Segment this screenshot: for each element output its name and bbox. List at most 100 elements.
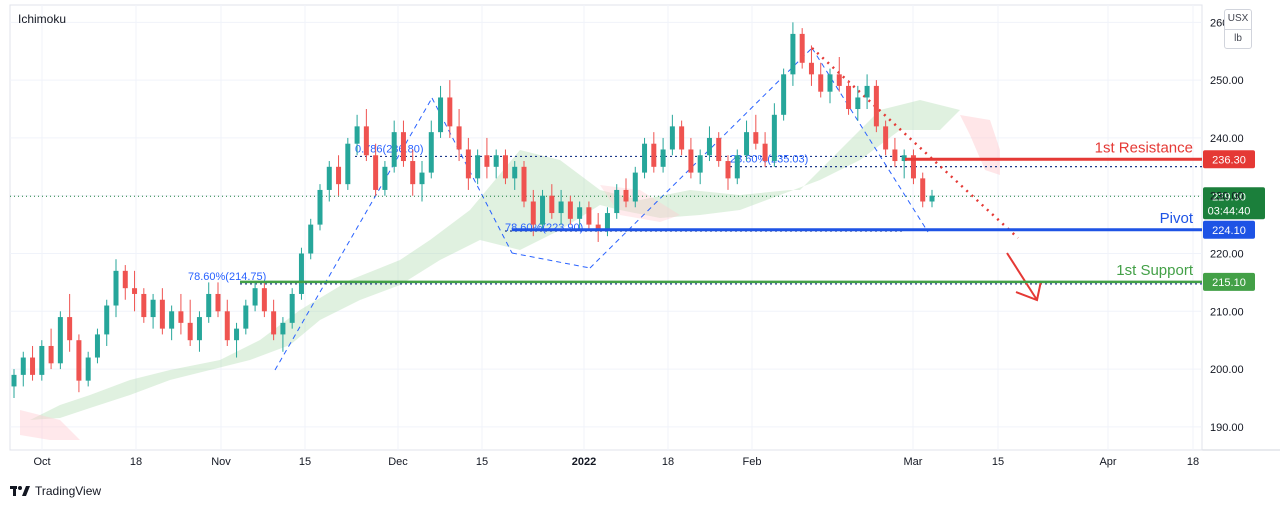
x-tick-label: Nov <box>211 456 231 468</box>
fib-trend-line <box>511 252 591 269</box>
candle-body <box>298 253 304 294</box>
brand-footer[interactable]: TradingView <box>10 484 101 498</box>
candle-body <box>419 172 425 185</box>
candle-body <box>224 311 230 341</box>
y-tick-label: 250.00 <box>1210 75 1244 87</box>
candle-body <box>373 155 379 190</box>
candle-body <box>400 132 406 162</box>
candle-body <box>762 143 768 162</box>
candles <box>11 22 935 398</box>
plot-frame <box>9 4 1203 451</box>
candle-body <box>873 85 879 127</box>
fib-trend-line <box>431 97 513 254</box>
y-tick-label: 220.00 <box>1210 249 1244 261</box>
candle-body <box>169 311 175 329</box>
candle-body <box>502 155 508 179</box>
candle-body <box>438 97 444 133</box>
candle-body <box>39 345 45 375</box>
candle-body <box>382 166 388 190</box>
current-price-tag <box>1203 187 1265 220</box>
x-tick-label: 18 <box>1187 456 1199 468</box>
candle-body <box>428 132 434 173</box>
level-price-support: 215.10 <box>1212 277 1246 289</box>
x-tick-label: Mar <box>904 456 923 468</box>
projection-arrow-shaft <box>1006 252 1038 301</box>
fib-label: 23.60%(235.03) <box>730 154 808 166</box>
candle-body <box>753 132 759 144</box>
candle-body <box>196 317 202 341</box>
y-tick-label: 240.00 <box>1210 133 1244 145</box>
candle-body <box>354 126 360 144</box>
unit-selector[interactable]: USX lb <box>1224 9 1252 49</box>
candle-body <box>57 317 63 364</box>
candle-body <box>864 85 870 98</box>
cloud-bearish-mid <box>600 185 680 222</box>
candle-body <box>289 293 295 323</box>
candle-body <box>892 149 898 162</box>
candle-body <box>159 299 165 329</box>
cloud-bearish <box>960 115 1000 175</box>
candle-body <box>540 195 546 225</box>
level-name-pivot: Pivot <box>1160 210 1194 227</box>
candle-body <box>781 74 787 115</box>
candle-body <box>104 305 110 335</box>
candle-body <box>20 357 26 375</box>
candle-body <box>271 311 277 335</box>
resistance-trendline <box>811 47 1019 239</box>
candle-body <box>716 137 722 162</box>
price-chart[interactable]: 78.60%(214.75)0.786(236.80)78.60%(223.90… <box>0 0 1280 480</box>
candle-body <box>280 322 286 335</box>
ichimoku-cloud <box>20 100 1000 440</box>
candle-body <box>317 189 323 225</box>
candle-body <box>122 270 128 289</box>
candle-body <box>901 155 907 162</box>
candle-body <box>456 126 462 150</box>
time-axis: Oct 18 Nov 15 Dec 15 2022 18 Feb Mar 15 Apr 18 <box>33 456 1199 468</box>
levels: 1st Resistance 236.30 Pivot 224.10 1st Suppo… <box>240 139 1265 291</box>
cloud-bearish-early <box>20 410 80 440</box>
unit-currency[interactable]: USX <box>1225 10 1251 30</box>
current-price-value: 229.90 <box>1212 191 1246 203</box>
candle-body <box>521 166 527 202</box>
candle-body <box>910 155 916 179</box>
level-name-resistance: 1st Resistance <box>1095 139 1193 156</box>
x-tick-label: 18 <box>130 456 142 468</box>
candle-body <box>632 172 638 202</box>
candle-body <box>929 195 935 202</box>
candle-body <box>549 195 555 214</box>
candle-body <box>706 137 712 156</box>
candle-body <box>642 143 648 173</box>
brand-name: TradingView <box>35 484 102 498</box>
candle-body <box>669 126 675 150</box>
candle-body <box>799 33 805 63</box>
candle-body <box>818 74 824 92</box>
candle-body <box>187 322 193 341</box>
candle-body <box>595 224 601 231</box>
x-tick-label: Oct <box>33 456 50 468</box>
x-tick-label: Dec <box>388 456 408 468</box>
candle-body <box>178 311 184 323</box>
candle-body <box>883 126 889 150</box>
y-tick-label: 200.00 <box>1210 364 1244 376</box>
x-tick-label: 15 <box>476 456 488 468</box>
candle-body <box>827 74 833 92</box>
candle-body <box>447 97 453 127</box>
candle-body <box>493 155 499 167</box>
candle-body <box>855 97 861 110</box>
candle-body <box>132 288 138 294</box>
candle-body <box>697 155 703 173</box>
bar-countdown: 03:44:40 <box>1208 205 1251 217</box>
candle-body <box>234 328 240 341</box>
unit-weight[interactable]: lb <box>1234 33 1242 44</box>
candle-body <box>85 357 91 381</box>
candle-body <box>567 201 573 219</box>
candle-body <box>558 201 564 214</box>
candle-body <box>577 207 583 219</box>
candle-body <box>846 85 852 110</box>
candle-body <box>76 340 82 381</box>
candle-body <box>215 293 221 312</box>
y-tick-label: 210.00 <box>1210 306 1244 318</box>
candle-body <box>141 293 147 318</box>
level-price-tag-pivot <box>1203 220 1255 239</box>
